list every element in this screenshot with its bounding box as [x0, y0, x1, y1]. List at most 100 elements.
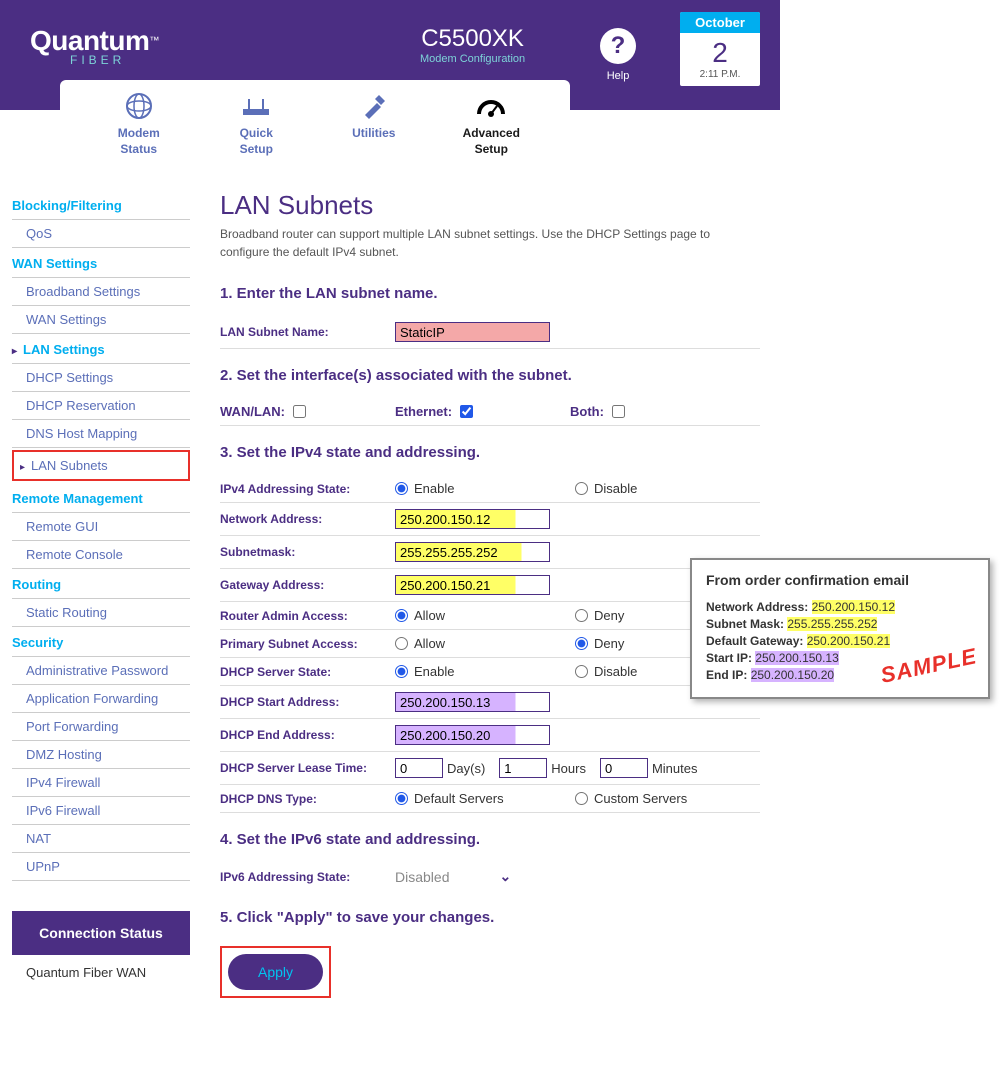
step3-heading: 3. Set the IPv4 state and addressing. [220, 444, 760, 461]
sidebar-item-remote-gui[interactable]: Remote GUI [12, 513, 190, 541]
sidebar-item-broadband[interactable]: Broadband Settings [12, 278, 190, 306]
input-network-address[interactable] [395, 509, 550, 529]
help-button[interactable]: ? Help [600, 28, 636, 82]
sidebar-item-remote-console[interactable]: Remote Console [12, 541, 190, 569]
label-dhcp-state: DHCP Server State: [220, 665, 395, 679]
tab-modem-status[interactable]: ModemStatus [80, 90, 198, 157]
input-lease-days[interactable] [395, 758, 443, 778]
input-subnet-name[interactable] [395, 322, 550, 342]
radio-primary-allow[interactable] [395, 637, 408, 650]
sidebar-item-lan-subnets[interactable]: LAN Subnets [14, 452, 188, 479]
sidebar-section-wan[interactable]: WAN Settings [12, 248, 190, 278]
sidebar-section-lan[interactable]: LAN Settings [12, 334, 190, 364]
sidebar-item-port-forwarding[interactable]: Port Forwarding [12, 713, 190, 741]
radio-admin-allow[interactable] [395, 609, 408, 622]
tab-quick-setup[interactable]: QuickSetup [198, 90, 316, 157]
date-day: 2 [680, 33, 760, 69]
sidebar-item-dhcp-reservation[interactable]: DHCP Reservation [12, 392, 190, 420]
sidebar-item-nat[interactable]: NAT [12, 825, 190, 853]
row-dns-type: DHCP DNS Type: Default Servers Custom Se… [220, 785, 760, 813]
help-label: Help [600, 70, 636, 82]
tab-utilities[interactable]: Utilities [315, 90, 433, 157]
label-wan-lan: WAN/LAN: [220, 404, 285, 419]
row-gateway-address: Gateway Address: [220, 569, 760, 602]
checkbox-wan-lan[interactable] [293, 405, 306, 418]
label-ipv4-state: IPv4 Addressing State: [220, 482, 395, 496]
input-gateway-address[interactable] [395, 575, 550, 595]
apply-highlight-box: Apply [220, 946, 331, 998]
brand-logo: Quantum™ FIBER [30, 25, 159, 67]
sidebar-item-app-forwarding[interactable]: Application Forwarding [12, 685, 190, 713]
connection-status-header[interactable]: Connection Status [12, 911, 190, 955]
row-lease-time: DHCP Server Lease Time: Day(s) Hours Min… [220, 752, 760, 785]
sidebar-item-qos[interactable]: QoS [12, 220, 190, 248]
callout-title: From order confirmation email [706, 572, 974, 588]
main-nav-tabs: ModemStatus QuickSetup Utilities Advance… [60, 80, 570, 167]
tab-advanced-setup[interactable]: AdvancedSetup [433, 90, 551, 157]
radio-dns-default[interactable] [395, 792, 408, 805]
callout-subnet-mask: 255.255.255.252 [787, 617, 877, 631]
sidebar-section-routing[interactable]: Routing [12, 569, 190, 599]
router-icon [198, 90, 316, 122]
input-subnetmask[interactable] [395, 542, 550, 562]
radio-ipv4-disable[interactable] [575, 482, 588, 495]
label-gateway-address: Gateway Address: [220, 578, 395, 592]
label-ethernet: Ethernet: [395, 404, 452, 419]
input-dhcp-start[interactable] [395, 692, 550, 712]
input-lease-hours[interactable] [499, 758, 547, 778]
label-network-address: Network Address: [220, 512, 395, 526]
header: Quantum™ FIBER C5500XK Modem Configurati… [0, 0, 780, 110]
label-both: Both: [570, 404, 604, 419]
sidebar-item-ipv4-firewall[interactable]: IPv4 Firewall [12, 769, 190, 797]
sidebar-item-dmz-hosting[interactable]: DMZ Hosting [12, 741, 190, 769]
dropdown-ipv6-state[interactable]: Disabled ⌄ [395, 868, 511, 885]
globe-icon [80, 90, 198, 122]
checkbox-both[interactable] [612, 405, 625, 418]
input-dhcp-end[interactable] [395, 725, 550, 745]
sidebar-item-dns-host-mapping[interactable]: DNS Host Mapping [12, 420, 190, 448]
radio-primary-deny[interactable] [575, 637, 588, 650]
callout-default-gateway: 250.200.150.21 [807, 634, 890, 648]
sidebar-section-remote[interactable]: Remote Management [12, 483, 190, 513]
date-month: October [680, 12, 760, 33]
sidebar-item-admin-password[interactable]: Administrative Password [12, 657, 190, 685]
sidebar-section-blocking[interactable]: Blocking/Filtering [12, 190, 190, 220]
step4-heading: 4. Set the IPv6 state and addressing. [220, 831, 760, 848]
sidebar: Blocking/Filtering QoS WAN Settings Broa… [0, 190, 200, 1038]
date-time: 2:11 P.M. [680, 69, 760, 86]
row-interfaces: WAN/LAN: Ethernet: Both: [220, 398, 760, 426]
radio-dhcp-disable[interactable] [575, 665, 588, 678]
callout-network-address: 250.200.150.12 [812, 600, 895, 614]
step2-heading: 2. Set the interface(s) associated with … [220, 367, 760, 384]
sidebar-item-dhcp-settings[interactable]: DHCP Settings [12, 364, 190, 392]
label-subnet-name: LAN Subnet Name: [220, 325, 395, 339]
radio-admin-deny[interactable] [575, 609, 588, 622]
gauge-icon [433, 90, 551, 122]
label-admin-access: Router Admin Access: [220, 609, 395, 623]
order-confirmation-callout: From order confirmation email Network Ad… [690, 558, 990, 699]
label-dhcp-end: DHCP End Address: [220, 728, 395, 742]
sidebar-section-security[interactable]: Security [12, 627, 190, 657]
apply-button[interactable]: Apply [228, 954, 323, 990]
page-description: Broadband router can support multiple LA… [220, 225, 760, 261]
radio-dhcp-enable[interactable] [395, 665, 408, 678]
sidebar-highlight-lan-subnets: LAN Subnets [12, 450, 190, 481]
model-name: C5500XK [420, 25, 525, 53]
callout-start-ip: 250.200.150.13 [755, 651, 838, 665]
sample-watermark: SAMPLE [879, 643, 980, 689]
callout-end-ip: 250.200.150.20 [751, 668, 834, 682]
label-primary-subnet: Primary Subnet Access: [220, 637, 395, 651]
radio-ipv4-enable[interactable] [395, 482, 408, 495]
row-primary-subnet-access: Primary Subnet Access: Allow Deny [220, 630, 760, 658]
checkbox-ethernet[interactable] [460, 405, 473, 418]
sidebar-item-wan-settings[interactable]: WAN Settings [12, 306, 190, 334]
date-widget: October 2 2:11 P.M. [680, 12, 760, 86]
sidebar-item-ipv6-firewall[interactable]: IPv6 Firewall [12, 797, 190, 825]
sidebar-item-upnp[interactable]: UPnP [12, 853, 190, 881]
model-info: C5500XK Modem Configuration [420, 25, 525, 65]
radio-dns-custom[interactable] [575, 792, 588, 805]
row-network-address: Network Address: [220, 503, 760, 536]
label-subnetmask: Subnetmask: [220, 545, 395, 559]
input-lease-minutes[interactable] [600, 758, 648, 778]
sidebar-item-static-routing[interactable]: Static Routing [12, 599, 190, 627]
